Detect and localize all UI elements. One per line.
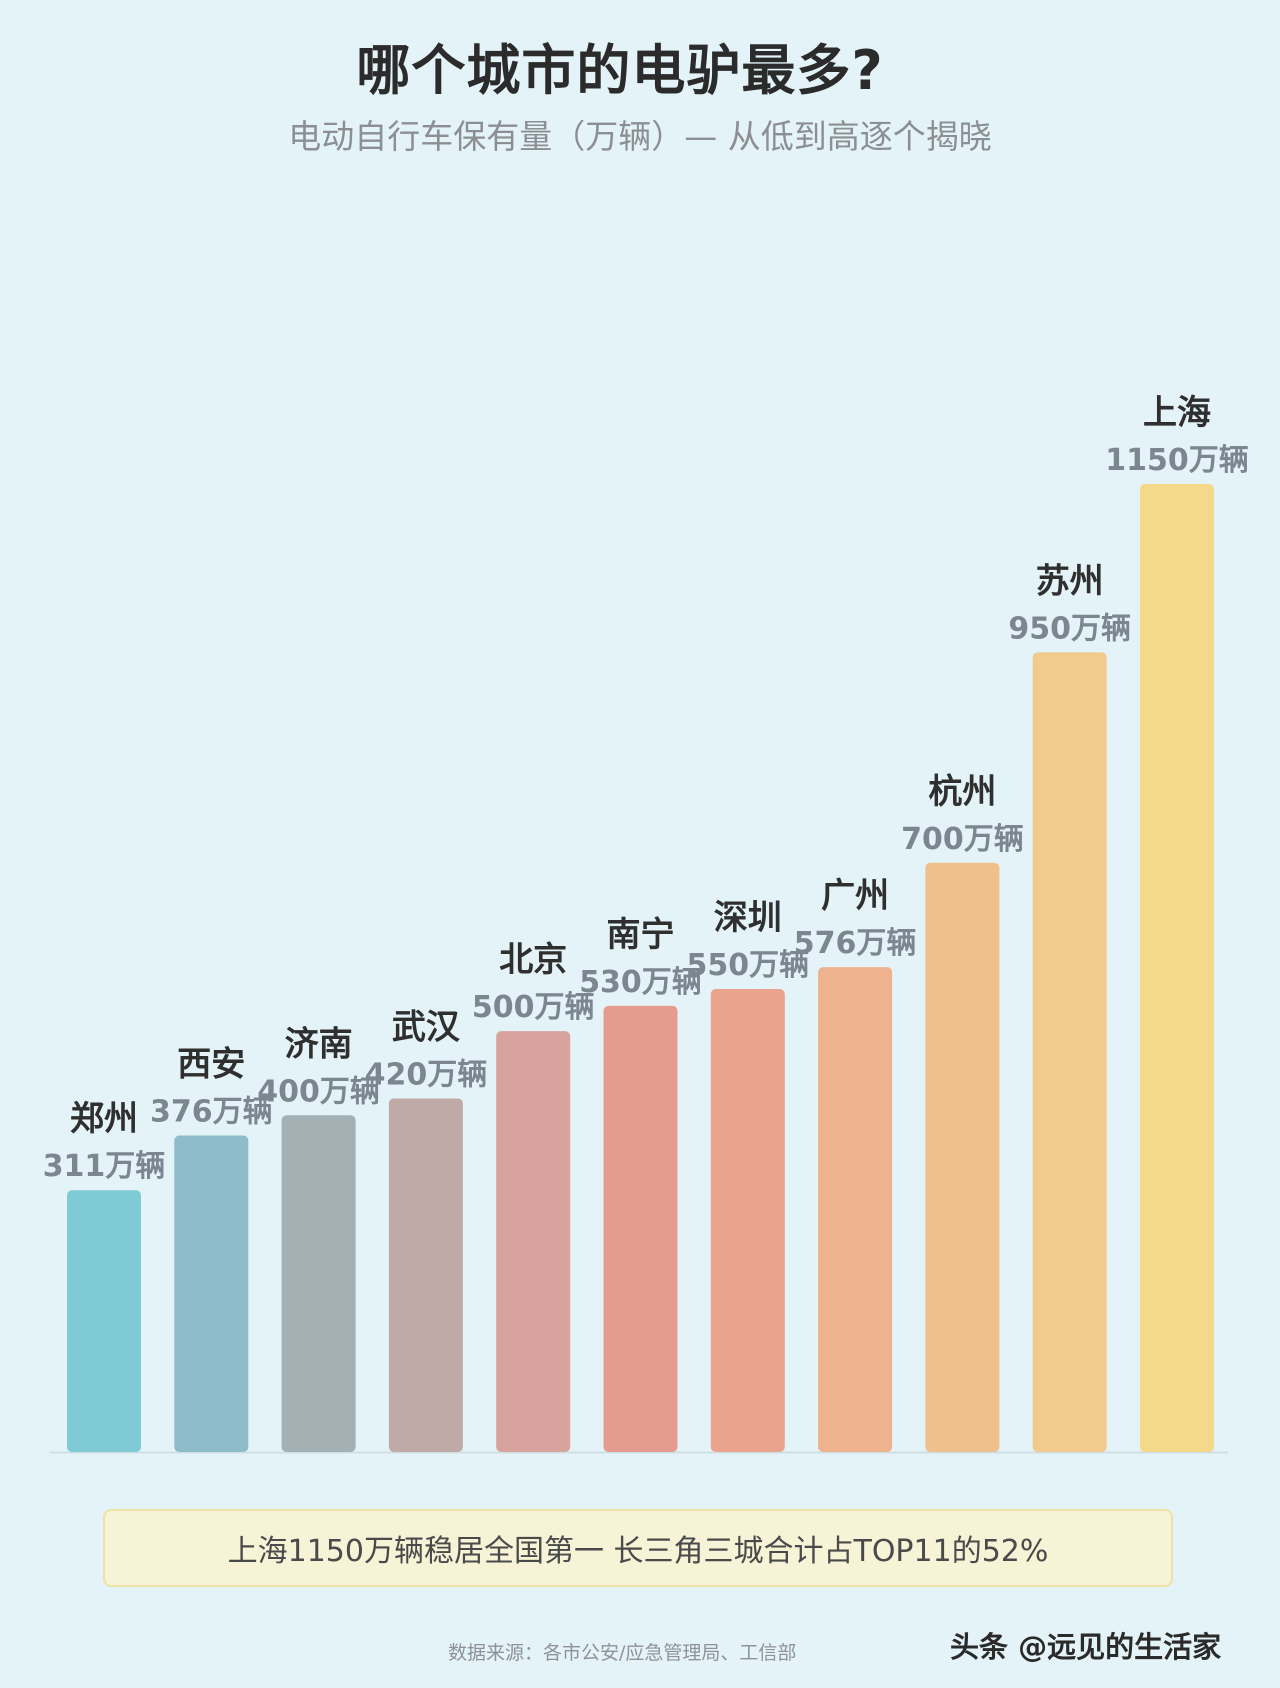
- author-watermark: 头条 @远见的生活家: [950, 1630, 1222, 1664]
- category-label: 西安: [177, 1045, 245, 1085]
- bar: [925, 862, 1000, 1452]
- bar: [388, 1098, 463, 1452]
- value-label: 950万辆: [1008, 611, 1131, 646]
- value-label: 420万辆: [365, 1057, 488, 1092]
- bar: [710, 989, 785, 1452]
- category-label: 济南: [285, 1024, 353, 1064]
- value-label: 700万辆: [901, 822, 1024, 857]
- bar: [1140, 484, 1214, 1452]
- category-label: 深圳: [714, 898, 782, 938]
- category-label: 北京: [499, 940, 567, 980]
- category-label: 武汉: [392, 1007, 461, 1047]
- bar-chart: 311万辆 郑州 376万辆 西安 400万辆 济南 420万辆 武汉 500万辆 北京 530万辆…: [43, 393, 1249, 1454]
- value-label: 576万辆: [794, 926, 917, 961]
- summary-text: 上海1150万辆稳居全国第一 长三角三城合计占TOP11的52%: [227, 1534, 1049, 1569]
- bar: [496, 1031, 571, 1452]
- value-label: 376万辆: [150, 1095, 273, 1130]
- category-label: 苏州: [1036, 561, 1104, 601]
- category-label: 上海: [1143, 393, 1211, 433]
- bar: [818, 967, 893, 1452]
- value-label: 550万辆: [686, 948, 809, 983]
- bar: [603, 1005, 678, 1452]
- category-label: 杭州: [928, 772, 996, 812]
- data-source-note: 数据来源：各市公安/应急管理局、工信部: [448, 1642, 797, 1664]
- value-label: 500万辆: [472, 990, 595, 1025]
- summary-banner: 上海1150万辆稳居全国第一 长三角三城合计占TOP11的52%: [103, 1509, 1173, 1587]
- chart-title: 哪个城市的电驴最多?: [356, 39, 884, 102]
- value-label: 400万辆: [257, 1074, 380, 1109]
- bar: [281, 1115, 356, 1452]
- value-label: 1150万辆: [1105, 443, 1249, 478]
- category-label: 南宁: [607, 915, 675, 955]
- category-label: 广州: [821, 876, 889, 916]
- category-label: 郑州: [70, 1099, 138, 1139]
- value-label: 530万辆: [579, 965, 702, 1000]
- chart-subtitle: 电动自行车保有量（万辆）— 从低到高逐个揭晓: [288, 117, 992, 156]
- value-label: 311万辆: [43, 1149, 166, 1184]
- bar: [174, 1135, 249, 1452]
- bar: [67, 1190, 141, 1452]
- bar: [1032, 652, 1107, 1452]
